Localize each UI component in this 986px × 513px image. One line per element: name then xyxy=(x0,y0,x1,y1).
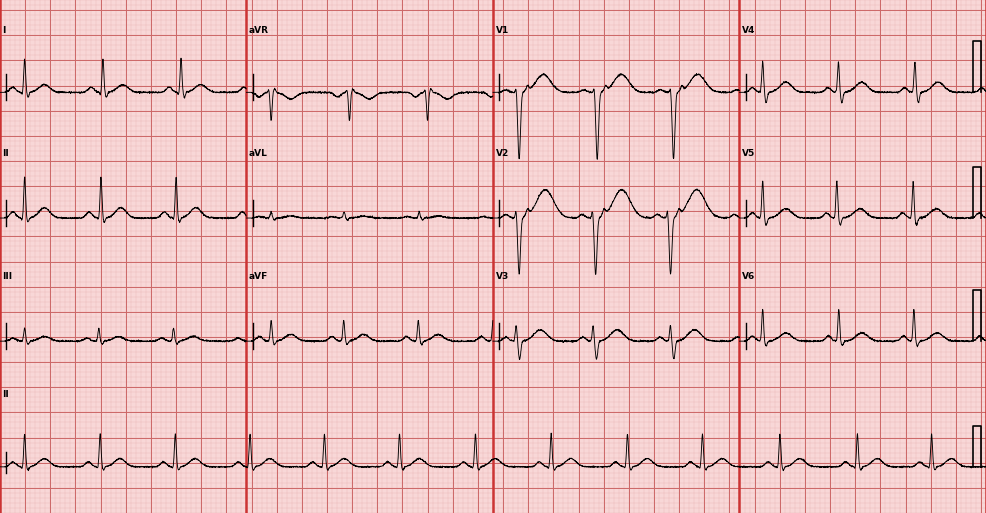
Text: V5: V5 xyxy=(742,149,755,158)
Text: V3: V3 xyxy=(496,272,509,281)
Text: aVL: aVL xyxy=(249,149,268,158)
Text: V4: V4 xyxy=(742,26,755,35)
Text: V1: V1 xyxy=(496,26,509,35)
Text: III: III xyxy=(3,272,13,281)
Text: I: I xyxy=(3,26,6,35)
Text: aVF: aVF xyxy=(249,272,268,281)
Text: aVR: aVR xyxy=(249,26,269,35)
Text: V2: V2 xyxy=(496,149,509,158)
Text: V6: V6 xyxy=(742,272,755,281)
Text: II: II xyxy=(3,390,9,399)
Text: II: II xyxy=(3,149,9,158)
